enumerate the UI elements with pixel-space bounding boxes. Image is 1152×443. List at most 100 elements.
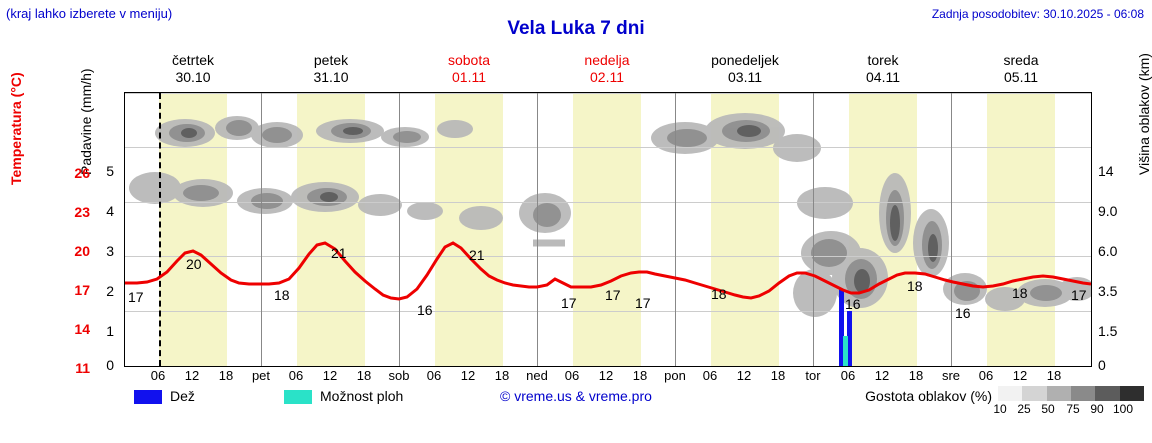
precip-tick: 0 xyxy=(106,357,114,373)
location-hint: (kraj lahko izberete v meniju) xyxy=(6,6,173,21)
cloud-density-legend-title: Gostota oblakov (%) xyxy=(865,388,992,404)
day-name: sreda xyxy=(1003,52,1039,68)
x-tick: 06 xyxy=(426,368,442,383)
cloud-density-layer xyxy=(129,113,1091,317)
temp-tick: 11 xyxy=(75,360,90,376)
temp-annotation: 17 xyxy=(1071,287,1087,303)
x-tick: 12 xyxy=(874,368,890,383)
temp-annotation: 16 xyxy=(955,305,971,321)
day-name: petek xyxy=(313,52,349,68)
temp-annotation: 16 xyxy=(845,296,861,312)
scale-tick: 10 xyxy=(993,402,1007,416)
gridline xyxy=(125,147,1091,148)
credit-link[interactable]: © vreme.us & vreme.pro xyxy=(500,388,652,404)
day-separator xyxy=(399,93,400,366)
day-date: 30.10 xyxy=(175,69,211,85)
temp-annotation: 17 xyxy=(605,287,621,303)
day-header-5: torek 04.11 xyxy=(814,52,952,86)
temp-annotation: 21 xyxy=(331,245,347,261)
temp-tick: 23 xyxy=(74,204,90,220)
x-tick: 18 xyxy=(356,368,372,383)
precip-tick: 3 xyxy=(106,243,114,259)
x-tick: sob xyxy=(388,368,410,383)
x-tick: tor xyxy=(805,368,821,383)
scale-tick: 25 xyxy=(1017,402,1031,416)
day-header-2: sobota 01.11 xyxy=(400,52,538,86)
x-tick: 06 xyxy=(840,368,856,383)
gridline xyxy=(125,202,1091,203)
precipitation-axis-label: Padavine (mm/h) xyxy=(78,68,94,175)
x-tick: 18 xyxy=(494,368,510,383)
scale-swatch xyxy=(1022,386,1047,401)
gridline xyxy=(125,256,1091,257)
temp-annotation: 20 xyxy=(186,256,202,272)
x-tick: 12 xyxy=(460,368,476,383)
x-tick: 18 xyxy=(218,368,234,383)
x-tick: 18 xyxy=(1046,368,1062,383)
x-tick: 18 xyxy=(908,368,924,383)
day-name: ponedeljek xyxy=(711,52,779,68)
cloud-tick: 9.0 xyxy=(1098,203,1118,219)
day-separator xyxy=(675,93,676,366)
day-name: četrtek xyxy=(171,52,214,68)
x-tick: 12 xyxy=(736,368,752,383)
rain-legend-label: Dež xyxy=(170,388,195,404)
x-tick: 12 xyxy=(184,368,200,383)
temp-tick: 14 xyxy=(74,321,90,337)
day-header-1: petek 31.10 xyxy=(262,52,400,86)
day-name: nedelja xyxy=(584,52,630,68)
scale-swatch xyxy=(1046,386,1071,401)
cloud-tick: 0 xyxy=(1098,357,1106,373)
temp-annotation: 18 xyxy=(711,286,727,302)
cloud-tick: 3.5 xyxy=(1098,283,1118,299)
x-tick: 12 xyxy=(598,368,614,383)
precip-tick: 2 xyxy=(106,283,114,299)
temp-annotation: 18 xyxy=(274,287,290,303)
day-name: sobota xyxy=(447,52,491,68)
temp-annotation: 17 xyxy=(635,295,651,311)
day-separator xyxy=(813,93,814,366)
temp-annotation: 18 xyxy=(1012,285,1028,301)
x-tick: pon xyxy=(664,368,686,383)
precip-tick: 5 xyxy=(106,163,114,179)
shade-band xyxy=(435,93,503,366)
last-updated: Zadnja posodobitev: 30.10.2025 - 06:08 xyxy=(931,7,1144,21)
day-name: torek xyxy=(867,52,899,68)
scale-tick: 75 xyxy=(1066,402,1080,416)
x-tick: sre xyxy=(941,368,961,383)
scale-swatch xyxy=(1071,386,1096,401)
scale-swatch xyxy=(1119,386,1144,401)
x-tick: 06 xyxy=(702,368,718,383)
scale-swatch xyxy=(1095,386,1120,401)
x-tick: pet xyxy=(251,368,271,383)
day-separator xyxy=(951,93,952,366)
x-tick: 06 xyxy=(978,368,994,383)
precipitation-bars xyxy=(839,289,852,366)
day-date: 01.11 xyxy=(452,69,486,85)
current-time-marker xyxy=(159,93,161,366)
day-date: 02.11 xyxy=(590,69,624,85)
day-header-3: nedelja 02.11 xyxy=(538,52,676,86)
gridline xyxy=(125,93,1091,94)
temp-annotation: 21 xyxy=(469,247,485,263)
temp-tick: 20 xyxy=(74,243,90,259)
x-tick: ned xyxy=(526,368,548,383)
scale-tick: 50 xyxy=(1041,402,1055,416)
rain-legend-swatch xyxy=(134,390,162,404)
temperature-axis-label: Temperatura (°C) xyxy=(8,72,24,185)
day-date: 31.10 xyxy=(313,69,349,85)
day-date: 04.11 xyxy=(866,69,900,85)
shade-band xyxy=(573,93,641,366)
day-header-0: četrtek 30.10 xyxy=(124,52,262,86)
temp-annotation: 18 xyxy=(907,278,923,294)
x-tick: 12 xyxy=(322,368,338,383)
cloud-density-scale xyxy=(998,386,1144,401)
precip-tick: 4 xyxy=(106,203,114,219)
precip-tick: 1 xyxy=(106,323,114,339)
cloud-tick: 6.0 xyxy=(1098,243,1118,259)
shade-band xyxy=(987,93,1055,366)
forecast-plot[interactable]: 17 20 18 21 16 21 17 17 17 18 16 18 16 1… xyxy=(124,92,1092,367)
day-date: 03.11 xyxy=(728,69,762,85)
day-separator xyxy=(261,93,262,366)
x-tick: 06 xyxy=(564,368,580,383)
